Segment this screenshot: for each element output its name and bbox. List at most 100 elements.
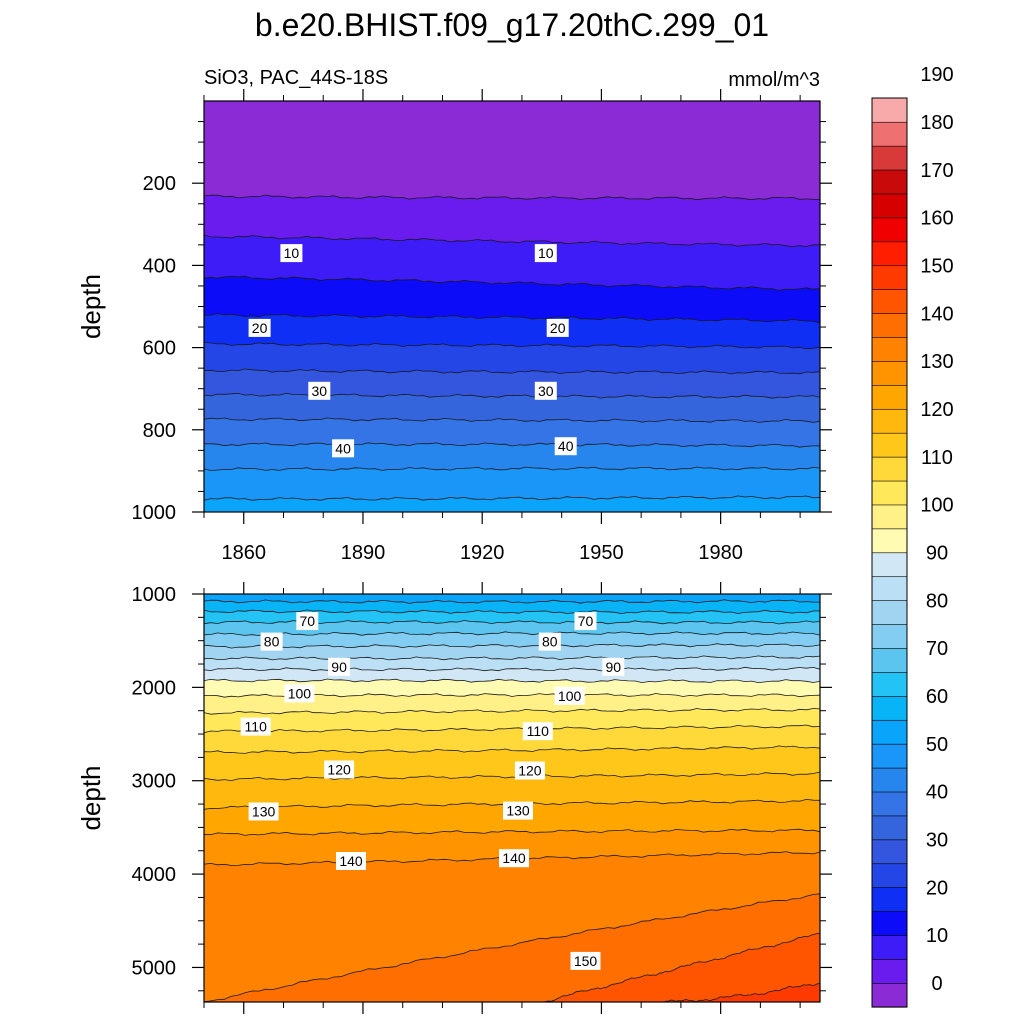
- lower-ytick-label: 1000: [132, 584, 177, 606]
- colorbar-tick-label: 140: [920, 303, 953, 325]
- upper-ytick-label: 600: [143, 338, 176, 360]
- lower-contour-label-text: 100: [558, 688, 582, 704]
- lower-contour-label-text: 80: [542, 634, 558, 650]
- upper-contour-label-text: 10: [538, 245, 554, 261]
- xtick-label: 1950: [579, 542, 624, 564]
- colorbar-swatch: [871, 528, 908, 554]
- upper-ylabel: depth: [76, 274, 106, 339]
- colorbar-tick-label: 40: [926, 782, 948, 804]
- colorbar-swatch: [871, 145, 908, 171]
- lower-contour-label-text: 70: [578, 613, 594, 629]
- colorbar-tick-label: 120: [920, 399, 953, 421]
- lower-contour-label-text: 150: [574, 953, 598, 969]
- upper-ytick-label: 800: [143, 420, 176, 442]
- upper-contour-25: [204, 368, 820, 375]
- lower-contour-label-text: 80: [264, 634, 280, 650]
- xtick-label: 1980: [698, 542, 743, 564]
- colorbar-swatch: [871, 289, 908, 314]
- colorbar-tick-label: 10: [926, 925, 948, 947]
- upper-ytick-label: 200: [143, 173, 176, 195]
- lower-ytick-label: 5000: [132, 957, 177, 979]
- upper-contour-label-text: 10: [284, 245, 300, 261]
- upper-ytick-label: 400: [143, 255, 176, 277]
- upper-contour-5: [204, 234, 820, 248]
- upper-contour-label-text: 30: [538, 383, 554, 399]
- colorbar-swatch: [871, 791, 908, 817]
- lower-contour-105: [204, 724, 820, 734]
- colorbar-tick-label: 50: [926, 734, 948, 756]
- colorbar-tick-label: 30: [926, 830, 948, 852]
- colorbar-swatch: [871, 193, 908, 219]
- upper-contour-label-text: 30: [312, 383, 328, 399]
- colorbar-swatch: [871, 887, 908, 912]
- lower-contour-100: [204, 708, 820, 715]
- lower-contour-110: [204, 745, 820, 754]
- colorbar-swatch: [871, 384, 908, 410]
- colorbar-tick-label: 60: [926, 686, 948, 708]
- lower-contour-label: 100: [284, 684, 315, 703]
- lower-contour-label-text: 140: [339, 853, 363, 869]
- upper-contour-40: [204, 442, 820, 448]
- upper-contour-35: [204, 417, 820, 423]
- lower-contour-label: 130: [248, 802, 279, 821]
- colorbar-swatch: [871, 121, 908, 147]
- lower-contour-label: 90: [602, 657, 625, 676]
- lower-contour-label-text: 90: [331, 659, 347, 675]
- colorbar-swatch: [871, 504, 908, 530]
- colorbar-swatch: [871, 719, 908, 745]
- lower-contour-label: 80: [538, 632, 561, 651]
- colorbar-tick-label: 170: [920, 160, 953, 182]
- lower-band-above-145: [664, 983, 820, 1002]
- colorbar-tick-label: 80: [926, 590, 948, 612]
- upper-contour-label: 30: [534, 381, 557, 400]
- upper-contour-label: 40: [554, 437, 577, 456]
- panel-upper: 10 10 20 20 30 30 40 40 200 400 600 800 1000 1860 1890…: [76, 89, 832, 564]
- colorbar-swatch: [871, 241, 908, 267]
- colorbar-swatch: [871, 863, 908, 888]
- colorbar-swatch: [871, 695, 908, 721]
- lower-contour-label-text: 110: [245, 719, 268, 735]
- lower-contour-label: 70: [574, 612, 597, 631]
- upper-contour-45: [204, 466, 820, 471]
- upper-contour-label: 10: [534, 244, 557, 263]
- lower-contour-label: 110: [240, 717, 271, 736]
- lower-contour-label-text: 110: [527, 723, 550, 739]
- xtick-label: 1890: [341, 542, 386, 564]
- lower-contour-140: [541, 933, 820, 1002]
- upper-contour-label: 40: [332, 439, 355, 458]
- colorbar: 0 10 20 30 40 50 60 70 80 90 100 110 120 130 140 150 160…: [871, 64, 954, 1008]
- colorbar-swatch: [871, 360, 908, 386]
- lower-contour-label: 100: [554, 686, 585, 705]
- colorbar-swatch: [871, 169, 908, 195]
- lower-contour-label: 120: [514, 761, 545, 780]
- upper-band-above-50: [204, 495, 820, 512]
- lower-contour-label: 110: [522, 722, 553, 741]
- colorbar-tick-label: 70: [926, 638, 948, 660]
- lower-contour-label: 90: [328, 657, 351, 676]
- upper-contour-15: [204, 313, 820, 324]
- upper-contour-label: 10: [280, 244, 303, 263]
- lower-contour-55: [204, 599, 820, 604]
- upper-contour-label-text: 20: [550, 320, 566, 336]
- lower-ytick-label: 2000: [132, 677, 177, 699]
- lower-ytick-label: 3000: [132, 771, 177, 793]
- lower-contour-label: 150: [570, 951, 601, 970]
- lower-contour-145: [664, 983, 820, 1002]
- colorbar-swatch: [871, 982, 908, 1008]
- upper-contour-50: [204, 495, 820, 501]
- colorbar-swatch: [871, 456, 908, 482]
- upper-contour-lines: [204, 194, 820, 501]
- colorbar-tick-label: 110: [921, 447, 953, 469]
- lower-contour-label-text: 130: [252, 804, 276, 820]
- lower-contour-70: [204, 631, 820, 636]
- colorbar-swatch: [871, 839, 908, 865]
- lower-contour-85: [204, 666, 820, 672]
- lower-contour-label-text: 100: [288, 685, 312, 701]
- upper-contour-label-text: 40: [558, 438, 574, 454]
- lower-contour-label-text: 70: [300, 613, 316, 629]
- lower-contour-label: 140: [336, 852, 366, 870]
- colorbar-swatch: [871, 743, 908, 769]
- lower-contour-label-text: 120: [518, 763, 542, 779]
- upper-contour-30: [204, 392, 820, 399]
- colorbar-swatch: [871, 97, 908, 123]
